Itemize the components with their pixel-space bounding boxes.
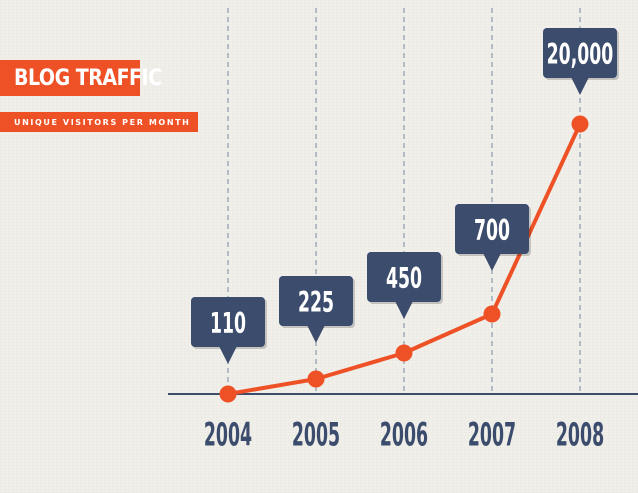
data-point-2006 xyxy=(395,344,413,362)
chart-subtitle: UNIQUE VISITORS PER MONTH xyxy=(14,117,191,127)
callout-box xyxy=(455,204,529,254)
tick-label-2006: 2006 xyxy=(380,417,428,454)
value-callouts: 110 225 450 700 20,000 xyxy=(191,28,619,364)
callout-2004: 110 xyxy=(191,297,267,364)
data-point-2004 xyxy=(219,385,237,403)
callout-pointer xyxy=(395,301,413,319)
x-tick-labels: 2004 2005 2006 2007 2008 xyxy=(204,417,604,454)
callout-pointer xyxy=(483,253,501,271)
callout-pointer xyxy=(219,346,237,364)
callout-value: 700 xyxy=(474,213,510,247)
callout-box xyxy=(191,297,265,347)
tick-label-2007: 2007 xyxy=(468,417,516,454)
data-points xyxy=(219,115,589,403)
callout-box xyxy=(543,28,617,78)
callout-2008: 20,000 xyxy=(543,28,619,95)
tick-label-2008: 2008 xyxy=(556,417,604,454)
callout-box xyxy=(367,252,441,302)
callout-2007: 700 xyxy=(455,204,531,271)
gridlines xyxy=(227,8,581,394)
callout-value: 450 xyxy=(386,261,422,295)
subtitle-banner: UNIQUE VISITORS PER MONTH xyxy=(0,112,198,132)
data-point-2007 xyxy=(483,305,501,323)
data-point-2008 xyxy=(571,115,589,133)
callout-value: 225 xyxy=(298,285,334,319)
tick-label-2005: 2005 xyxy=(292,417,340,454)
tick-label-2004: 2004 xyxy=(204,417,252,454)
callout-value: 110 xyxy=(210,306,246,340)
callout-value: 20,000 xyxy=(547,37,614,71)
callout-2005: 225 xyxy=(279,276,355,343)
callout-pointer xyxy=(307,325,325,343)
title-banner: BLOG TRAFFIC xyxy=(0,60,162,96)
data-point-2005 xyxy=(307,370,325,388)
callout-2006: 450 xyxy=(367,252,443,319)
chart-title: BLOG TRAFFIC xyxy=(14,65,162,91)
callout-box xyxy=(279,276,353,326)
callout-pointer xyxy=(571,77,589,95)
